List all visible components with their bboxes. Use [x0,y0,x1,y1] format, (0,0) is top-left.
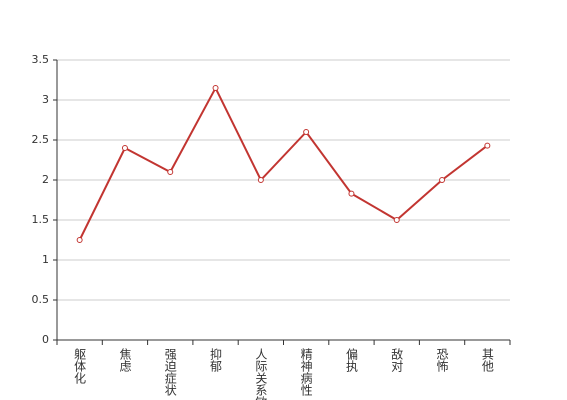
y-tick-label: 3 [42,93,49,106]
data-point [303,129,310,135]
data-point [393,217,400,223]
data-point [212,85,219,91]
data-point [348,190,355,197]
x-tick-label: 偏执 [344,347,358,373]
data-point [76,237,83,243]
y-tick-label: 1 [42,253,49,266]
x-tick-label: 其他 [480,348,494,372]
x-tick-label: 焦虑 [118,348,132,372]
x-tick-label: 恐怖 [435,348,449,372]
y-tick-label: 1.5 [32,213,50,226]
data-point [167,169,174,175]
y-tick-label: 2.5 [32,133,50,146]
y-tick-label: 0.5 [32,293,50,306]
x-tick-label: 躯体化 [73,347,87,385]
y-tick-label: 2 [42,173,49,186]
data-point [121,145,128,151]
data-point [439,177,446,183]
data-point [257,177,264,183]
y-tick-label: 3.5 [32,53,50,66]
series-line [78,85,488,241]
x-tick-label: 精神病性 [299,348,313,397]
data-point [484,142,491,149]
x-tick-label: 敌对 [390,347,404,372]
y-tick-label: 0 [42,333,49,346]
x-tick-label: 抑郁 [209,347,223,373]
x-tick-label: 强迫症状 [163,348,177,396]
x-tick-label: 人际关系敏感 [254,348,268,400]
